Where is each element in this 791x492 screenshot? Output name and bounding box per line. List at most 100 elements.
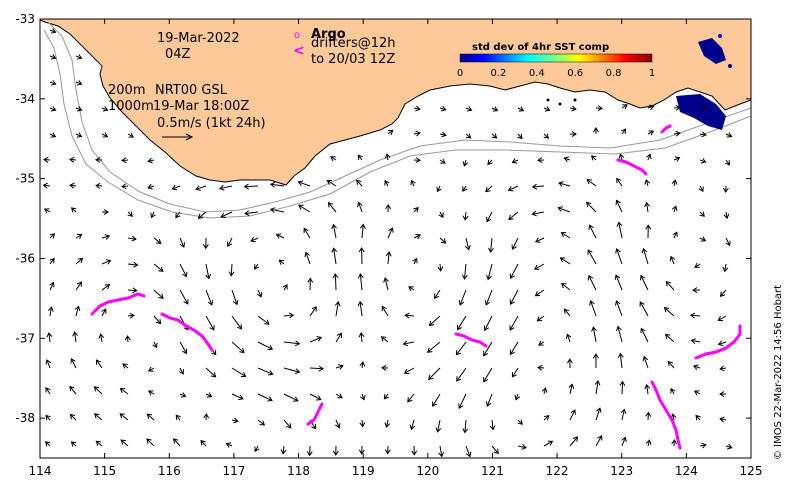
current-arrow-head bbox=[589, 300, 595, 306]
current-arrow bbox=[283, 341, 300, 345]
current-arrow-head bbox=[726, 132, 733, 138]
current-arrow bbox=[120, 388, 129, 395]
current-arrow-head bbox=[639, 301, 645, 307]
current-arrow-head bbox=[101, 308, 107, 314]
current-arrow-head bbox=[240, 371, 247, 377]
current-arrow-head bbox=[462, 186, 468, 192]
current-arrow-head bbox=[278, 259, 285, 265]
current-arrow bbox=[335, 301, 339, 317]
current-arrow bbox=[404, 367, 415, 374]
current-arrow-head bbox=[617, 352, 624, 359]
current-arrow-head bbox=[119, 387, 126, 394]
current-arrow-head bbox=[488, 247, 494, 254]
current-arrow-head bbox=[267, 344, 274, 351]
current-arrow-head bbox=[70, 357, 76, 364]
current-arrow bbox=[491, 133, 497, 139]
current-arrow bbox=[615, 300, 623, 317]
current-arrow bbox=[75, 234, 82, 239]
current-arrow bbox=[487, 263, 493, 280]
current-arrow-head bbox=[615, 199, 621, 206]
current-arrow bbox=[101, 133, 108, 138]
current-arrow-head bbox=[43, 208, 50, 214]
current-arrow bbox=[429, 315, 441, 326]
current-arrow bbox=[724, 263, 727, 272]
current-arrow-head bbox=[45, 414, 51, 421]
current-arrow-head bbox=[95, 440, 102, 446]
current-arrow bbox=[699, 107, 707, 110]
current-arrow bbox=[283, 393, 299, 402]
current-arrow-head bbox=[413, 206, 419, 213]
current-arrow-head bbox=[304, 251, 310, 258]
current-arrow bbox=[179, 263, 187, 277]
current-arrow-head bbox=[415, 105, 421, 112]
current-arrow-head bbox=[483, 376, 489, 383]
current-arrow bbox=[667, 361, 675, 369]
current-arrow-head bbox=[332, 450, 339, 456]
current-arrow bbox=[43, 158, 51, 161]
current-arrow-head bbox=[335, 422, 341, 429]
current-arrow-head bbox=[42, 182, 49, 189]
current-arrow-head bbox=[286, 423, 292, 429]
current-arrow bbox=[283, 367, 300, 373]
current-arrow-head bbox=[511, 158, 518, 164]
current-arrow bbox=[75, 133, 82, 137]
current-arrow-head bbox=[383, 277, 389, 283]
current-arrow bbox=[699, 159, 706, 163]
current-arrow bbox=[146, 413, 155, 421]
current-arrow-head bbox=[306, 451, 313, 457]
current-arrow bbox=[231, 289, 238, 305]
current-arrow-head bbox=[563, 308, 570, 314]
current-arrow-head bbox=[458, 300, 465, 306]
current-arrow bbox=[46, 359, 51, 369]
current-arrow bbox=[175, 211, 181, 218]
current-arrow bbox=[175, 414, 181, 421]
current-arrow bbox=[718, 341, 727, 345]
current-arrow-head bbox=[483, 325, 490, 332]
current-arrow bbox=[231, 419, 238, 422]
current-arrow-head bbox=[332, 273, 339, 279]
current-arrow-head bbox=[133, 261, 139, 268]
current-arrow bbox=[357, 154, 363, 161]
argo-symbol: o bbox=[294, 30, 300, 41]
current-arrow bbox=[153, 315, 162, 324]
current-arrow bbox=[463, 159, 467, 166]
current-arrow bbox=[410, 419, 415, 430]
current-arrow-head bbox=[243, 183, 250, 190]
current-arrow bbox=[673, 157, 680, 161]
current-arrow-head bbox=[95, 156, 101, 163]
current-arrow bbox=[381, 336, 389, 343]
current-arrow bbox=[647, 105, 654, 109]
current-arrow bbox=[491, 107, 498, 112]
drifter-track bbox=[694, 324, 742, 360]
plot-frame bbox=[39, 18, 752, 459]
current-arrow-head bbox=[645, 439, 652, 445]
current-arrow-head bbox=[571, 105, 577, 112]
current-arrow-head bbox=[121, 157, 127, 164]
current-arrow-head bbox=[441, 131, 447, 138]
current-arrow-head bbox=[121, 183, 127, 190]
current-arrow bbox=[621, 437, 626, 447]
current-arrow-head bbox=[455, 350, 461, 356]
current-arrow-head bbox=[358, 247, 365, 253]
current-arrow-head bbox=[326, 179, 333, 185]
current-arrow bbox=[205, 315, 215, 331]
current-arrow bbox=[588, 275, 597, 291]
current-arrow bbox=[405, 314, 415, 317]
y-tick-label: -36 bbox=[15, 251, 35, 265]
current-arrow bbox=[646, 202, 649, 213]
current-arrow-head bbox=[664, 333, 671, 340]
current-arrow bbox=[95, 440, 103, 447]
current-arrow bbox=[512, 237, 519, 250]
current-arrow bbox=[465, 133, 471, 139]
current-arrow-head bbox=[465, 133, 472, 139]
current-arrow-head bbox=[264, 319, 270, 325]
current-arrow bbox=[179, 367, 184, 375]
current-arrow-head bbox=[69, 413, 76, 420]
hour-label: 04Z bbox=[165, 47, 191, 62]
current-arrow-head bbox=[571, 131, 577, 137]
drifter-symbol: < bbox=[293, 43, 305, 59]
current-arrow bbox=[720, 367, 727, 370]
current-arrow-head bbox=[76, 106, 83, 112]
current-arrow bbox=[257, 315, 270, 325]
current-arrow bbox=[693, 365, 701, 369]
